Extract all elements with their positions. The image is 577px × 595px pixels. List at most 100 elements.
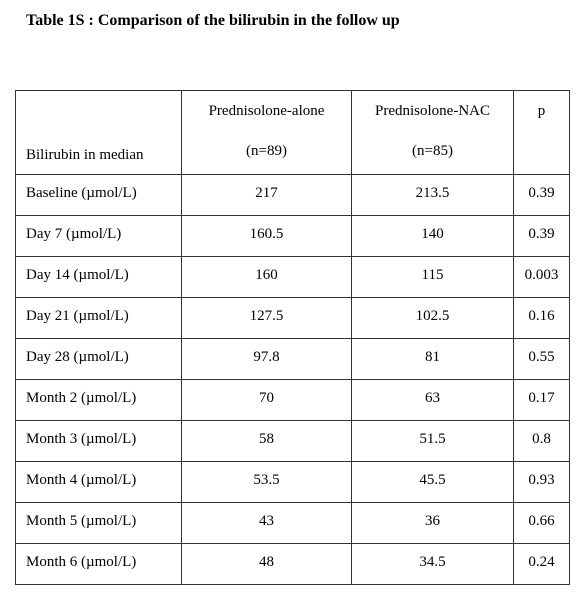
prednisolone-nac-value-cell: 213.5 [351, 174, 514, 216]
prednisolone-alone-value: 97.8 [253, 348, 280, 365]
header-prednisolone-nac-n: (n=85) [412, 143, 453, 159]
row-label-cell: Month 4 (µmol/L) [15, 461, 182, 503]
row-label: Day 28 (µmol/L) [26, 348, 129, 365]
p-value-cell: 0.55 [513, 338, 570, 380]
p-value: 0.39 [528, 184, 555, 201]
table-row: Month 3 (µmol/L) 58 51.5 0.8 [15, 420, 570, 462]
prednisolone-alone-value-cell: 127.5 [181, 297, 352, 339]
prednisolone-nac-value-cell: 140 [351, 215, 514, 257]
table-row: Day 28 (µmol/L) 97.8 81 0.55 [15, 338, 570, 380]
p-value-cell: 0.003 [513, 256, 570, 298]
p-value-cell: 0.39 [513, 215, 570, 257]
prednisolone-alone-value-cell: 217 [181, 174, 352, 216]
header-prednisolone-nac-name: Prednisolone-NAC [375, 103, 490, 119]
header-row-label-text: Bilirubin in median [26, 147, 144, 163]
prednisolone-alone-value: 48 [259, 553, 274, 570]
prednisolone-nac-value: 81 [425, 348, 440, 365]
p-value: 0.39 [528, 225, 555, 242]
prednisolone-nac-value-cell: 51.5 [351, 420, 514, 462]
p-value: 0.17 [528, 389, 555, 406]
table-row: Month 4 (µmol/L) 53.5 45.5 0.93 [15, 461, 570, 503]
row-label-cell: Day 14 (µmol/L) [15, 256, 182, 298]
prednisolone-nac-value: 34.5 [419, 553, 446, 570]
prednisolone-alone-value: 53.5 [253, 471, 280, 488]
prednisolone-nac-value: 140 [421, 225, 444, 242]
header-prednisolone-alone-name: Prednisolone-alone [208, 103, 325, 119]
row-label: Day 7 (µmol/L) [26, 225, 122, 242]
table-row: Baseline (µmol/L) 217 213.5 0.39 [15, 174, 570, 216]
prednisolone-nac-value: 51.5 [419, 430, 446, 447]
table-row: Month 2 (µmol/L) 70 63 0.17 [15, 379, 570, 421]
p-value: 0.003 [524, 266, 559, 283]
table-row: Day 7 (µmol/L) 160.5 140 0.39 [15, 215, 570, 257]
prednisolone-alone-value: 160.5 [249, 225, 284, 242]
prednisolone-nac-value: 45.5 [419, 471, 446, 488]
table-title: Table 1S : Comparison of the bilirubin i… [26, 12, 400, 29]
row-label: Baseline (µmol/L) [26, 184, 137, 201]
p-value-cell: 0.24 [513, 543, 570, 585]
prednisolone-nac-value-cell: 81 [351, 338, 514, 380]
prednisolone-alone-value-cell: 70 [181, 379, 352, 421]
prednisolone-alone-value-cell: 43 [181, 502, 352, 544]
p-value-cell: 0.17 [513, 379, 570, 421]
row-label-cell: Day 7 (µmol/L) [15, 215, 182, 257]
prednisolone-nac-value-cell: 63 [351, 379, 514, 421]
prednisolone-alone-value-cell: 58 [181, 420, 352, 462]
table-header-row: Bilirubin in median Prednisolone-alone (… [15, 90, 570, 175]
header-p-value-text: p [537, 103, 546, 119]
header-prednisolone-alone-n: (n=89) [246, 143, 287, 159]
row-label: Day 21 (µmol/L) [26, 307, 129, 324]
prednisolone-nac-value: 102.5 [415, 307, 450, 324]
prednisolone-alone-value: 127.5 [249, 307, 284, 324]
p-value: 0.55 [528, 348, 555, 365]
p-value: 0.8 [532, 430, 551, 447]
p-value: 0.93 [528, 471, 555, 488]
prednisolone-nac-value: 63 [425, 389, 440, 406]
prednisolone-nac-value: 213.5 [415, 184, 450, 201]
table-row: Day 21 (µmol/L) 127.5 102.5 0.16 [15, 297, 570, 339]
prednisolone-nac-value-cell: 34.5 [351, 543, 514, 585]
header-prednisolone-alone: Prednisolone-alone (n=89) [181, 90, 352, 175]
row-label: Day 14 (µmol/L) [26, 266, 129, 283]
row-label-cell: Day 28 (µmol/L) [15, 338, 182, 380]
row-label: Month 6 (µmol/L) [26, 553, 137, 570]
row-label: Month 2 (µmol/L) [26, 389, 137, 406]
row-label-cell: Day 21 (µmol/L) [15, 297, 182, 339]
p-value: 0.24 [528, 553, 555, 570]
table-row: Day 14 (µmol/L) 160 115 0.003 [15, 256, 570, 298]
p-value-cell: 0.8 [513, 420, 570, 462]
prednisolone-nac-value: 115 [421, 266, 444, 283]
p-value-cell: 0.39 [513, 174, 570, 216]
prednisolone-nac-value-cell: 45.5 [351, 461, 514, 503]
p-value: 0.16 [528, 307, 555, 324]
row-label-cell: Baseline (µmol/L) [15, 174, 182, 216]
row-label: Month 5 (µmol/L) [26, 512, 137, 529]
row-label-cell: Month 3 (µmol/L) [15, 420, 182, 462]
row-label-cell: Month 5 (µmol/L) [15, 502, 182, 544]
prednisolone-alone-value-cell: 48 [181, 543, 352, 585]
table-body: Baseline (µmol/L) 217 213.5 0.39 Day 7 (µmol… [15, 174, 570, 585]
prednisolone-alone-value: 217 [255, 184, 278, 201]
p-value: 0.66 [528, 512, 555, 529]
header-prednisolone-nac: Prednisolone-NAC (n=85) [351, 90, 514, 175]
table-row: Month 5 (µmol/L) 43 36 0.66 [15, 502, 570, 544]
p-value-cell: 0.66 [513, 502, 570, 544]
prednisolone-nac-value: 36 [425, 512, 440, 529]
prednisolone-alone-value-cell: 160.5 [181, 215, 352, 257]
prednisolone-alone-value: 70 [259, 389, 274, 406]
row-label-cell: Month 2 (µmol/L) [15, 379, 182, 421]
table-row: Month 6 (µmol/L) 48 34.5 0.24 [15, 543, 570, 585]
bilirubin-table: Bilirubin in median Prednisolone-alone (… [15, 90, 570, 585]
prednisolone-alone-value: 43 [259, 512, 274, 529]
row-label-cell: Month 6 (µmol/L) [15, 543, 182, 585]
prednisolone-nac-value-cell: 36 [351, 502, 514, 544]
row-label: Month 3 (µmol/L) [26, 430, 137, 447]
prednisolone-alone-value-cell: 160 [181, 256, 352, 298]
p-value-cell: 0.93 [513, 461, 570, 503]
prednisolone-alone-value-cell: 97.8 [181, 338, 352, 380]
prednisolone-alone-value-cell: 53.5 [181, 461, 352, 503]
prednisolone-alone-value: 160 [255, 266, 278, 283]
prednisolone-nac-value-cell: 102.5 [351, 297, 514, 339]
prednisolone-alone-value: 58 [259, 430, 274, 447]
header-row-label: Bilirubin in median [15, 90, 182, 175]
